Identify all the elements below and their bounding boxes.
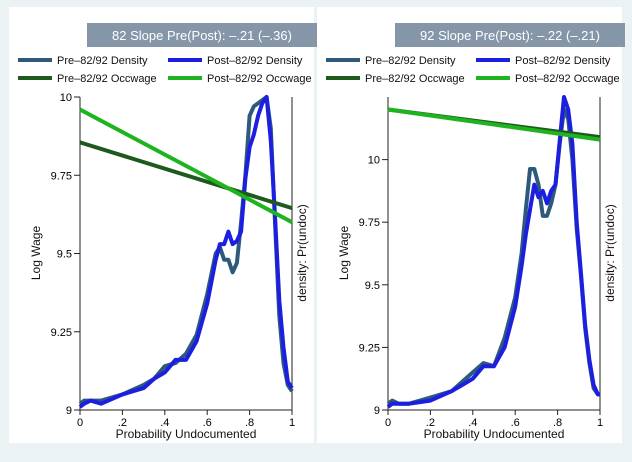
legend: Pre–82/92 Density Post–82/92 Density Pre…	[326, 55, 620, 85]
plot-area	[78, 95, 294, 409]
plot-area	[386, 95, 601, 409]
y2-axis-label: density: Pr(undoc)	[295, 204, 309, 301]
x-tick-label: .4	[468, 417, 477, 429]
legend: Pre–82/92 Density Post–82/92 Density Pre…	[18, 55, 312, 85]
y-tick-label: 10	[60, 92, 72, 104]
x-ticks: 0 .2 .4 .6 .8 1	[385, 410, 603, 429]
x-axis-label: Probability Undocumented	[424, 427, 565, 441]
y-tick-label: 9	[374, 405, 380, 417]
x-tick-label: 1	[597, 417, 603, 429]
x-tick-label: 0	[385, 417, 391, 429]
y2-axis-label: density: Pr(undoc)	[603, 204, 617, 301]
x-tick-label: .8	[245, 417, 254, 429]
x-axis-label: Probability Undocumented	[116, 427, 257, 441]
panel-title: 92 Slope Pre(Post): –.22 (–.21)	[420, 28, 600, 43]
legend-label-pre-occwage: Pre–82/92 Occwage	[57, 73, 157, 85]
x-tick-label: .2	[118, 417, 127, 429]
y-tick-label: 9.75	[359, 217, 380, 229]
legend-label-pre-density: Pre–82/92 Density	[57, 55, 148, 67]
x-tick-label: .4	[160, 417, 169, 429]
legend-label-post-density: Post–82/92 Density	[207, 55, 303, 67]
y-tick-label: 9.25	[359, 342, 380, 354]
y-axis-label: Log Wage	[29, 226, 43, 281]
x-tick-label: .6	[511, 417, 520, 429]
x-tick-label: .8	[553, 417, 562, 429]
panel-1982: 82 Slope Pre(Post): –.21 (–.36) Pre–82/9…	[9, 7, 317, 443]
legend-label-pre-occwage: Pre–82/92 Occwage	[365, 73, 465, 85]
x-tick-label: 0	[77, 417, 83, 429]
legend-label-pre-density: Pre–82/92 Density	[365, 55, 456, 67]
series-line-post-82-92-occwage	[387, 107, 601, 142]
y-axis-label: Log Wage	[337, 226, 351, 281]
y-tick-label: 9.75	[51, 170, 72, 182]
panel-title-box	[87, 23, 317, 47]
legend-label-post-density: Post–82/92 Density	[515, 55, 611, 67]
x-tick-label: .2	[426, 417, 435, 429]
y-tick-label: 9.5	[57, 249, 72, 261]
legend-label-post-occwage: Post–82/92 Occwage	[207, 73, 312, 85]
panel-1992: 92 Slope Pre(Post): –.22 (–.21) Pre–82/9…	[317, 7, 625, 443]
panel-title-box	[395, 23, 625, 47]
legend-label-post-occwage: Post–82/92 Occwage	[515, 73, 620, 85]
panel-background	[317, 7, 622, 443]
series-line-post-82-92-density	[78, 95, 294, 409]
series-line-post-82-92-density	[386, 95, 600, 409]
series-line-post-82-92-occwage	[79, 107, 293, 224]
y-ticks: 9 9.25 9.5 9.75 10	[359, 155, 388, 417]
y-ticks: 9 9.25 9.5 9.75 10	[51, 92, 80, 417]
y-tick-label: 9.25	[51, 327, 72, 339]
y-tick-label: 10	[368, 155, 380, 167]
y-tick-label: 9	[66, 405, 72, 417]
panel-title: 82 Slope Pre(Post): –.21 (–.36)	[112, 28, 292, 43]
y-tick-label: 9.5	[365, 280, 380, 292]
x-tick-label: .6	[203, 417, 212, 429]
x-ticks: 0 .2 .4 .6 .8 1	[77, 410, 295, 429]
x-tick-label: 1	[289, 417, 295, 429]
series-line-pre-82-92-occwage	[79, 140, 293, 211]
